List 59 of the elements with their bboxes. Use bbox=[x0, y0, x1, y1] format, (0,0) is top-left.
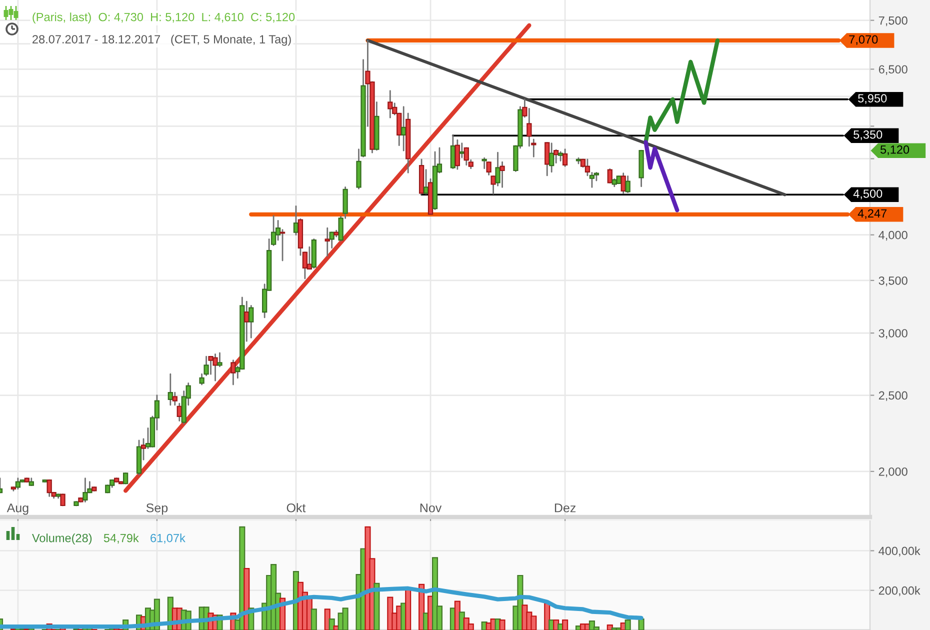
bar bbox=[328, 618, 335, 630]
text: 5,120 bbox=[880, 145, 910, 156]
candlestick bbox=[244, 300, 250, 342]
text: (Paris, last) O: 4,730 H: 5,120 L: 4,610 C: 5,120 bbox=[32, 12, 295, 24]
y-tick-label: 2,500 bbox=[878, 391, 908, 402]
candlestick bbox=[562, 148, 568, 167]
candlestick bbox=[15, 478, 21, 490]
y-tick-label: 3,000 bbox=[878, 329, 908, 339]
y-tick-label: 3,500 bbox=[878, 276, 908, 286]
candlestick bbox=[293, 206, 299, 236]
bar bbox=[374, 582, 380, 630]
y-tick-label: 6,500 bbox=[878, 65, 908, 75]
candlestick bbox=[248, 305, 254, 338]
candlestick bbox=[549, 142, 554, 173]
bar bbox=[499, 620, 506, 630]
candlestick bbox=[270, 215, 276, 246]
bar bbox=[310, 608, 317, 630]
data-label: 4,500 bbox=[853, 189, 882, 200]
bar bbox=[342, 608, 348, 630]
text: 61,07k bbox=[150, 534, 186, 544]
y-tick-label: 2,000 bbox=[878, 467, 908, 478]
text: 28.07.2017 - 18.12.2017 (CET, 5 Monate, 1 Tag) bbox=[32, 34, 291, 46]
candlestick bbox=[620, 172, 626, 194]
candlestick bbox=[217, 352, 222, 368]
candlestick bbox=[482, 157, 487, 170]
candlestick bbox=[607, 168, 612, 184]
line-series bbox=[644, 140, 680, 212]
bar bbox=[624, 620, 631, 630]
y-tick-label: 7,500 bbox=[878, 16, 908, 26]
line-series bbox=[644, 38, 720, 144]
x-tick-label: Aug bbox=[6, 504, 28, 515]
x-tick-label: Nov bbox=[420, 504, 442, 512]
bar bbox=[562, 620, 568, 630]
text: Volume(28) bbox=[32, 534, 92, 545]
y-tick-label: 200,00k bbox=[878, 586, 920, 596]
candlestick bbox=[230, 360, 236, 386]
data-label: 5,350 bbox=[854, 130, 882, 140]
candlestick bbox=[168, 373, 173, 406]
data-label: 5,950 bbox=[858, 94, 887, 104]
candlestick bbox=[324, 227, 330, 257]
x-tick-label: Okt bbox=[286, 503, 306, 512]
line-series bbox=[0, 586, 644, 629]
candlestick bbox=[388, 90, 393, 118]
candlestick bbox=[625, 176, 630, 194]
candlestick bbox=[60, 494, 66, 506]
candlestick bbox=[495, 152, 500, 186]
bar bbox=[606, 624, 613, 630]
candlestick bbox=[459, 142, 464, 158]
y-tick-label: 400,00k bbox=[878, 546, 920, 557]
y-tick-label: 4,000 bbox=[878, 230, 908, 241]
x-tick-label: Sep bbox=[146, 503, 168, 515]
data-label: 4,247 bbox=[858, 209, 887, 219]
candlestick bbox=[544, 142, 550, 176]
text: 54,79k bbox=[104, 534, 139, 544]
candlestick bbox=[486, 161, 492, 176]
x-tick-label: Dez bbox=[554, 504, 576, 512]
data-label: 7,070 bbox=[849, 35, 878, 46]
candlestick bbox=[122, 472, 128, 484]
bar bbox=[638, 618, 644, 630]
